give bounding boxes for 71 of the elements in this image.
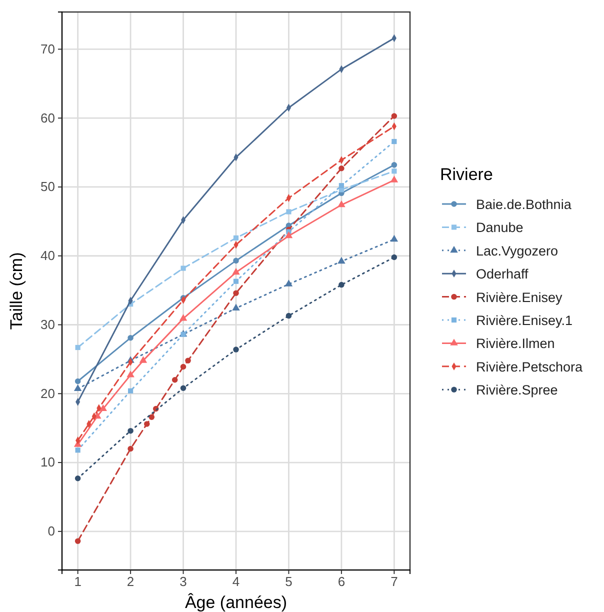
legend-label: Rivière.Petschora <box>476 359 584 374</box>
y-tick-label: 40 <box>40 248 55 264</box>
point <box>233 235 239 241</box>
point <box>233 346 239 352</box>
x-axis-title: Âge (années) <box>184 593 288 612</box>
point <box>338 256 346 264</box>
point <box>128 334 134 341</box>
y-tick-label: 10 <box>40 454 55 470</box>
x-tick-label: 3 <box>180 574 187 590</box>
point <box>180 266 186 271</box>
legend-label: Baie.de.Bothnia <box>476 197 572 212</box>
point <box>391 254 398 260</box>
point <box>179 314 188 321</box>
point <box>180 385 186 392</box>
point <box>99 404 107 412</box>
point <box>286 312 292 319</box>
y-tick-label: 70 <box>40 41 55 56</box>
y-tick-label: 60 <box>40 110 55 126</box>
point <box>128 446 134 452</box>
y-tick-label: 50 <box>40 179 55 194</box>
point <box>74 384 82 392</box>
legend-label: Rivière.Enisey.1 <box>476 313 573 328</box>
legend-label: Rivière.Ilmen <box>476 336 555 352</box>
point <box>74 378 81 384</box>
point <box>148 414 155 420</box>
point <box>172 376 178 383</box>
x-tick-label: 2 <box>126 574 134 590</box>
point <box>128 388 134 394</box>
y-axis-title: Taille (cm) <box>7 252 26 330</box>
point <box>390 176 398 182</box>
point <box>286 209 292 214</box>
point <box>392 138 397 144</box>
y-tick-label: 0 <box>48 524 55 539</box>
point <box>391 162 398 168</box>
point <box>233 278 239 284</box>
point <box>144 421 150 427</box>
legend-label: Lac.Vygozero <box>476 243 558 258</box>
point <box>75 344 80 350</box>
point <box>338 183 344 188</box>
point <box>338 200 346 208</box>
legend-label: Rivière.Spree <box>476 382 558 398</box>
x-tick-label: 5 <box>285 574 292 590</box>
x-tick-label: 1 <box>74 574 82 590</box>
point <box>392 168 397 174</box>
point <box>232 268 240 275</box>
point <box>139 356 148 363</box>
point <box>390 234 398 242</box>
point <box>338 282 344 288</box>
x-tick-label: 6 <box>338 574 346 590</box>
point <box>180 364 186 370</box>
point <box>338 166 344 172</box>
point <box>284 280 293 286</box>
point <box>391 113 398 119</box>
x-tick-label: 7 <box>390 574 398 590</box>
point <box>126 370 134 378</box>
legend-title: Riviere <box>440 165 493 184</box>
point <box>185 358 191 364</box>
point <box>233 290 239 296</box>
point <box>284 231 293 238</box>
legend-label: Rivière.Enisey <box>476 290 563 305</box>
point <box>232 304 240 310</box>
y-tick-label: 20 <box>40 386 55 401</box>
point <box>233 258 239 264</box>
y-tick-label: 30 <box>40 316 55 332</box>
point <box>74 538 81 544</box>
point <box>128 428 134 434</box>
point <box>74 476 81 482</box>
legend-label: Danube <box>476 220 524 236</box>
legend-label: Oderhaff <box>476 266 529 282</box>
point <box>75 448 80 453</box>
x-tick-label: 4 <box>232 574 240 590</box>
